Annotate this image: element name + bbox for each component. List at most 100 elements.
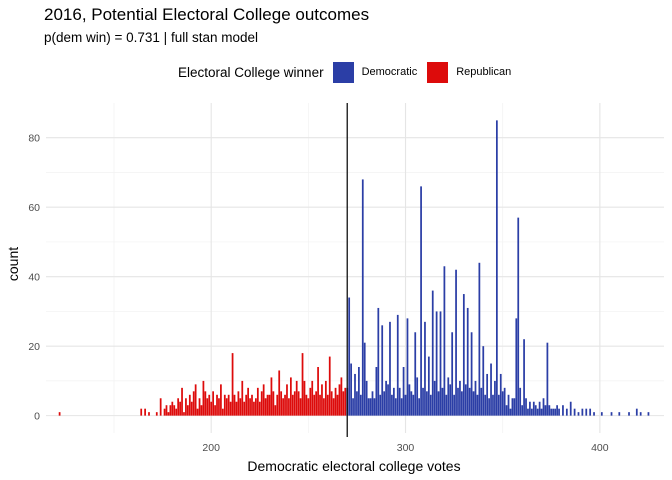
bar-republican — [282, 398, 284, 416]
bar-republican — [319, 394, 321, 416]
bar-republican — [324, 380, 327, 416]
bar-republican — [342, 391, 345, 416]
bar-republican — [210, 401, 213, 416]
bar-republican — [253, 401, 255, 416]
bar-democratic — [515, 318, 518, 416]
bar-democratic — [529, 401, 531, 416]
bar-democratic — [459, 380, 461, 416]
bar-democratic — [468, 387, 471, 416]
bar-republican — [288, 398, 290, 416]
bar-democratic — [416, 377, 419, 416]
bar-democratic — [385, 380, 387, 416]
legend: Electoral College winner Democratic Repu… — [178, 60, 521, 84]
bar-republican — [196, 408, 199, 416]
bar-democratic — [573, 408, 576, 416]
bar-republican — [159, 398, 162, 416]
bar-democratic — [352, 398, 354, 416]
bar-democratic — [373, 398, 376, 416]
bar-democratic — [581, 408, 584, 416]
bar-democratic — [361, 179, 364, 416]
bar-democratic — [369, 398, 372, 416]
bar-republican — [272, 391, 275, 416]
bar-republican — [340, 377, 343, 416]
bar-republican — [313, 394, 316, 416]
bar-democratic — [365, 380, 368, 416]
bar-republican — [311, 380, 314, 416]
bar-republican — [249, 398, 251, 416]
bar-democratic — [558, 408, 560, 416]
bar-democratic — [610, 412, 613, 416]
bar-democratic — [410, 391, 413, 416]
bar-democratic — [445, 394, 448, 416]
bar-republican — [163, 408, 166, 416]
bar-democratic — [484, 394, 487, 416]
bar-democratic — [437, 391, 440, 416]
bar-republican — [218, 398, 220, 416]
bar-republican — [144, 408, 146, 416]
bar-democratic — [476, 394, 479, 416]
bar-democratic — [554, 408, 557, 416]
bar-republican — [186, 405, 189, 416]
bar-republican — [181, 387, 183, 416]
bar-democratic — [412, 394, 415, 416]
bar-democratic — [530, 408, 533, 416]
bar-democratic — [569, 401, 572, 416]
bar-democratic — [381, 325, 384, 416]
bar-democratic — [589, 408, 592, 416]
bar-democratic — [538, 401, 541, 416]
bar-republican — [237, 391, 240, 416]
bar-democratic — [363, 342, 366, 416]
legend-swatch-democratic — [332, 61, 354, 83]
bar-democratic — [565, 408, 568, 416]
bar-republican — [173, 405, 176, 416]
bar-democratic — [392, 387, 395, 416]
bar-democratic — [451, 332, 454, 416]
bar-democratic — [494, 380, 496, 416]
bar-democratic — [435, 311, 438, 416]
bar-republican — [223, 394, 226, 416]
bar-republican — [233, 394, 236, 416]
bar-democratic — [455, 269, 457, 416]
bar-democratic — [426, 391, 428, 416]
bar-democratic — [387, 384, 389, 416]
bar-republican — [278, 370, 281, 416]
bar-democratic — [486, 373, 489, 416]
bar-democratic — [447, 377, 450, 416]
bar-democratic — [356, 391, 358, 416]
bar-democratic — [439, 311, 442, 416]
y-tick-label: 60 — [28, 202, 40, 214]
bar-republican — [216, 394, 218, 416]
bar-democratic — [628, 412, 630, 416]
bar-democratic — [472, 391, 475, 416]
bar-democratic — [490, 363, 492, 416]
bar-republican — [229, 401, 232, 416]
bar-democratic — [470, 332, 473, 416]
bar-democratic — [441, 387, 444, 416]
legend-item-republican: Republican — [427, 61, 511, 83]
bar-democratic — [402, 367, 405, 416]
bar-democratic — [379, 394, 382, 416]
bar-democratic — [424, 321, 426, 416]
bar-republican — [338, 384, 341, 416]
bar-republican — [262, 384, 265, 416]
bar-democratic — [359, 394, 362, 416]
bar-democratic — [505, 405, 508, 416]
bar-republican — [227, 394, 230, 416]
bar-democratic — [577, 412, 580, 416]
bar-republican — [260, 391, 263, 416]
bar-democratic — [513, 398, 516, 416]
bar-democratic — [443, 266, 446, 416]
bar-republican — [190, 401, 193, 416]
bar-democratic — [521, 405, 524, 416]
bar-republican — [284, 394, 286, 416]
bar-republican — [291, 394, 294, 416]
bar-democratic — [556, 405, 558, 416]
bar-democratic — [466, 307, 469, 416]
x-axis-title: Democratic electoral college votes — [247, 458, 460, 474]
bar-republican — [256, 387, 259, 416]
bar-republican — [247, 387, 249, 416]
bar-democratic — [383, 391, 386, 416]
bar-democratic — [398, 387, 401, 416]
bar-democratic — [562, 405, 564, 416]
bar-democratic — [348, 297, 351, 416]
